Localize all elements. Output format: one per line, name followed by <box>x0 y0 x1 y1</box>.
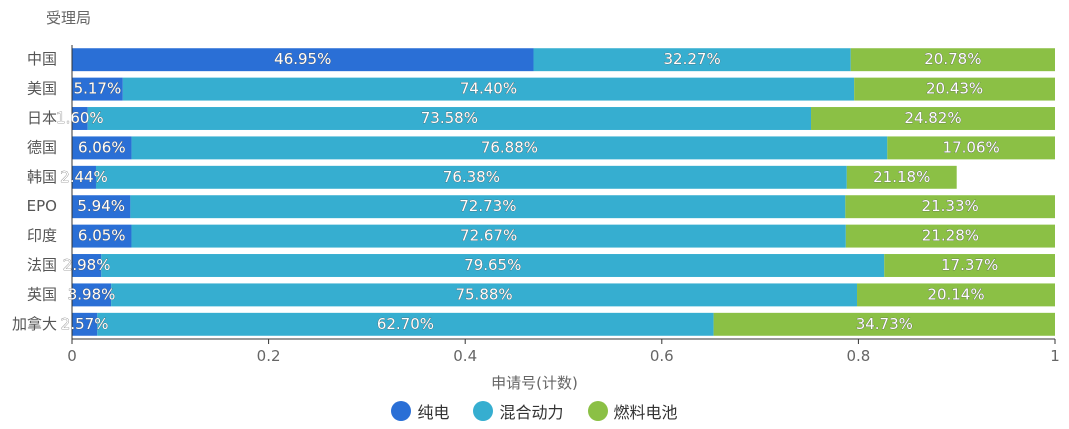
data-label: 2.98% <box>63 256 111 274</box>
data-label: 20.14% <box>927 285 984 303</box>
data-label: 32.27% <box>664 50 721 68</box>
y-tick-label: EPO <box>27 197 57 215</box>
data-label: 2.57% <box>61 315 109 333</box>
y-tick-label: 英国 <box>27 285 57 303</box>
legend-item-pure-electric[interactable]: 纯电 <box>391 399 449 423</box>
y-tick-label: 印度 <box>27 227 57 245</box>
legend-marker <box>473 401 493 421</box>
legend-marker <box>588 401 608 421</box>
data-label: 62.70% <box>377 315 434 333</box>
data-label: 21.33% <box>922 197 979 215</box>
y-tick-label: 法国 <box>27 256 57 274</box>
data-label: 20.43% <box>926 80 983 98</box>
legend-marker <box>391 401 411 421</box>
data-label: 73.58% <box>421 109 478 127</box>
legend-item-fuel-cell[interactable]: 燃料电池 <box>588 399 678 423</box>
data-label: 17.06% <box>943 138 1000 156</box>
data-label: 6.05% <box>78 227 126 245</box>
legend-label: 纯电 <box>417 399 449 423</box>
data-label: 21.18% <box>873 168 930 186</box>
data-label: 20.78% <box>924 50 981 68</box>
y-tick-label: 中国 <box>27 50 57 68</box>
x-tick-label: 0.8 <box>846 347 870 365</box>
x-tick-label: 1 <box>1050 347 1060 365</box>
data-label: 76.38% <box>443 168 500 186</box>
data-label: 75.88% <box>455 285 512 303</box>
data-label: 34.73% <box>856 315 913 333</box>
y-tick-label: 德国 <box>27 138 57 156</box>
data-label: 79.65% <box>464 256 521 274</box>
data-label: 76.88% <box>481 138 538 156</box>
data-label: 21.28% <box>922 227 979 245</box>
data-label: 6.06% <box>78 138 126 156</box>
data-label: 24.82% <box>904 109 961 127</box>
data-label: 72.67% <box>460 227 517 245</box>
data-label: 46.95% <box>274 50 331 68</box>
y-tick-label: 日本 <box>27 109 57 127</box>
legend-label: 混合动力 <box>499 399 563 423</box>
data-label: 1.60% <box>56 109 104 127</box>
data-label: 74.40% <box>460 80 517 98</box>
data-label: 5.17% <box>74 80 122 98</box>
x-tick-label: 0.6 <box>650 347 674 365</box>
x-tick-label: 0.4 <box>453 347 477 365</box>
data-label: 72.73% <box>459 197 516 215</box>
x-tick-label: 0 <box>67 347 77 365</box>
x-axis-title: 申请号(计数) <box>0 372 1069 393</box>
y-tick-label: 美国 <box>27 80 57 98</box>
data-label: 17.37% <box>941 256 998 274</box>
y-tick-label: 加拿大 <box>12 315 57 333</box>
data-label: 5.94% <box>77 197 125 215</box>
legend: 纯电 混合动力 燃料电池 <box>0 399 1069 423</box>
data-label: 2.44% <box>60 168 108 186</box>
x-tick-label: 0.2 <box>257 347 281 365</box>
legend-label: 燃料电池 <box>614 399 678 423</box>
legend-item-hybrid[interactable]: 混合动力 <box>473 399 563 423</box>
data-label: 3.98% <box>68 285 116 303</box>
y-tick-label: 韩国 <box>27 168 57 186</box>
